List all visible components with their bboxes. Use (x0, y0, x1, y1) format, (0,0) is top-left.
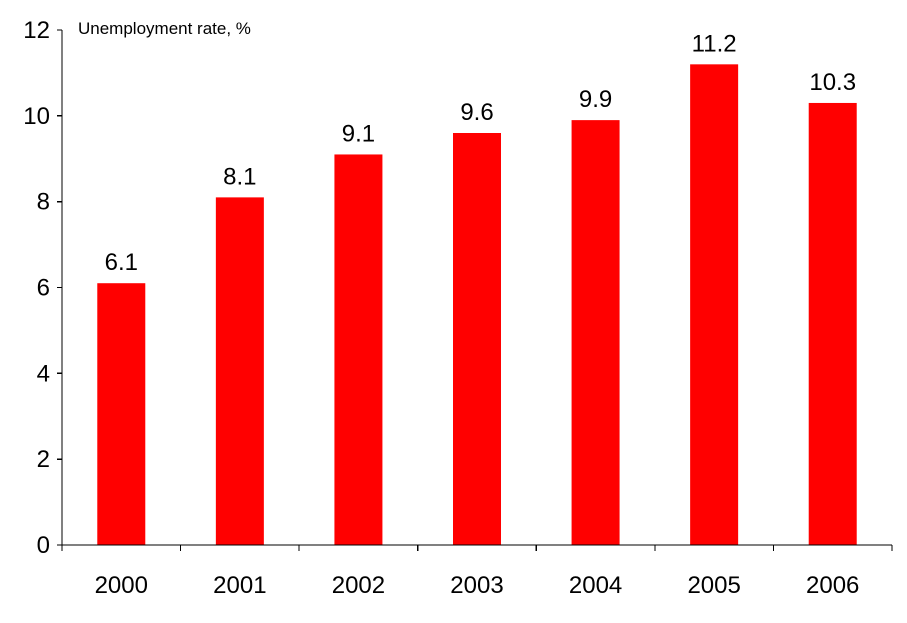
y-tick-label: 0 (37, 532, 50, 559)
chart-title: Unemployment rate, % (78, 19, 251, 38)
data-label-2002: 9.1 (342, 120, 375, 147)
x-tick-label: 2001 (213, 572, 266, 599)
x-tick-label: 2002 (332, 572, 385, 599)
bar-2002 (334, 154, 383, 546)
y-ticks-group: 0 2 4 6 8 10 12 (23, 17, 62, 559)
data-label-2000: 6.1 (105, 249, 138, 276)
y-tick-label: 6 (37, 275, 50, 302)
data-label-2001: 8.1 (223, 163, 256, 190)
data-label-2006: 10.3 (809, 69, 856, 96)
bar-2000 (97, 283, 146, 545)
x-tick-label: 2004 (569, 572, 622, 599)
y-tick-label: 12 (23, 17, 50, 44)
bar-2004 (571, 120, 620, 545)
x-tick-label: 2003 (450, 572, 503, 599)
data-label-2003: 9.6 (460, 99, 493, 126)
bar-2006 (808, 102, 857, 545)
x-tick-label: 2006 (806, 572, 859, 599)
y-tick-label: 8 (37, 189, 50, 216)
bar-2001 (215, 197, 264, 545)
bars-group (97, 64, 857, 546)
data-labels-group: 6.1 8.1 9.1 9.6 9.9 11.2 10.3 (105, 30, 856, 276)
data-label-2005: 11.2 (692, 30, 737, 57)
bar-2005 (690, 64, 739, 545)
data-label-2004: 9.9 (579, 86, 612, 113)
y-tick-label: 2 (37, 446, 50, 473)
x-tick-label: 2000 (95, 572, 148, 599)
y-tick-label: 10 (23, 103, 50, 130)
x-tick-label: 2005 (687, 572, 740, 599)
x-ticks-group: 2000 2001 2002 2003 2004 2005 2006 (61, 545, 893, 599)
bar-2003 (453, 133, 501, 545)
y-tick-label: 4 (37, 360, 50, 387)
